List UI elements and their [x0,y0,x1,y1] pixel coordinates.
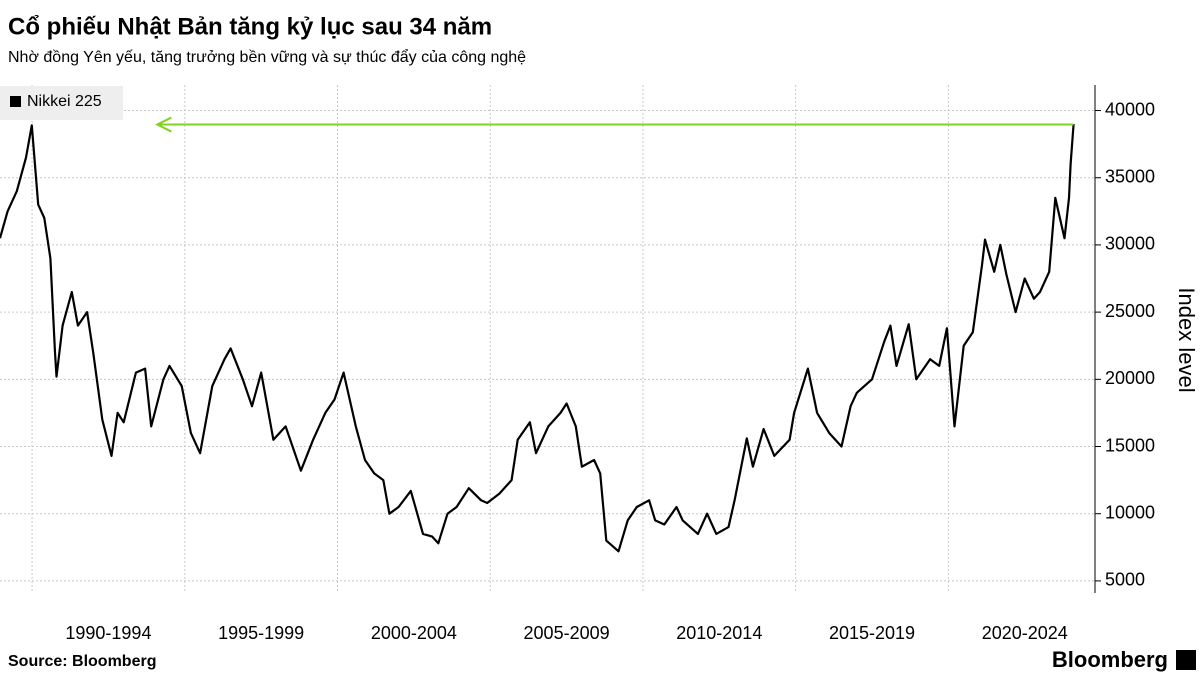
x-tick-label: 1995-1999 [218,623,304,643]
y-tick-label: 10000 [1105,502,1155,522]
y-tick-label: 40000 [1105,99,1155,119]
legend-swatch [10,96,21,107]
x-tick-label: 2005-2009 [524,623,610,643]
y-axis-label: Index level [1174,287,1199,392]
y-tick-label: 15000 [1105,435,1155,455]
x-tick-label: 2020-2024 [982,623,1068,643]
y-tick-label: 20000 [1105,368,1155,388]
x-tick-label: 2010-2014 [676,623,762,643]
brand: Bloomberg [1052,647,1168,672]
chart-subtitle: Nhờ đồng Yên yếu, tăng trưởng bền vững v… [8,48,526,66]
y-tick-label: 25000 [1105,301,1155,321]
legend-label: Nikkei 225 [27,93,102,110]
y-tick-label: 30000 [1105,234,1155,254]
y-tick-label: 5000 [1105,570,1145,590]
x-tick-label: 2000-2004 [371,623,457,643]
brand-icon [1176,650,1196,670]
source: Source: Bloomberg [8,653,156,670]
chart-title: Cổ phiếu Nhật Bản tăng kỷ lục sau 34 năm [8,13,492,40]
data-line [0,123,1075,553]
x-tick-label: 1990-1994 [65,623,151,643]
x-tick-label: 2015-2019 [829,623,915,643]
arrow-head [155,116,172,133]
y-tick-label: 35000 [1105,166,1155,186]
